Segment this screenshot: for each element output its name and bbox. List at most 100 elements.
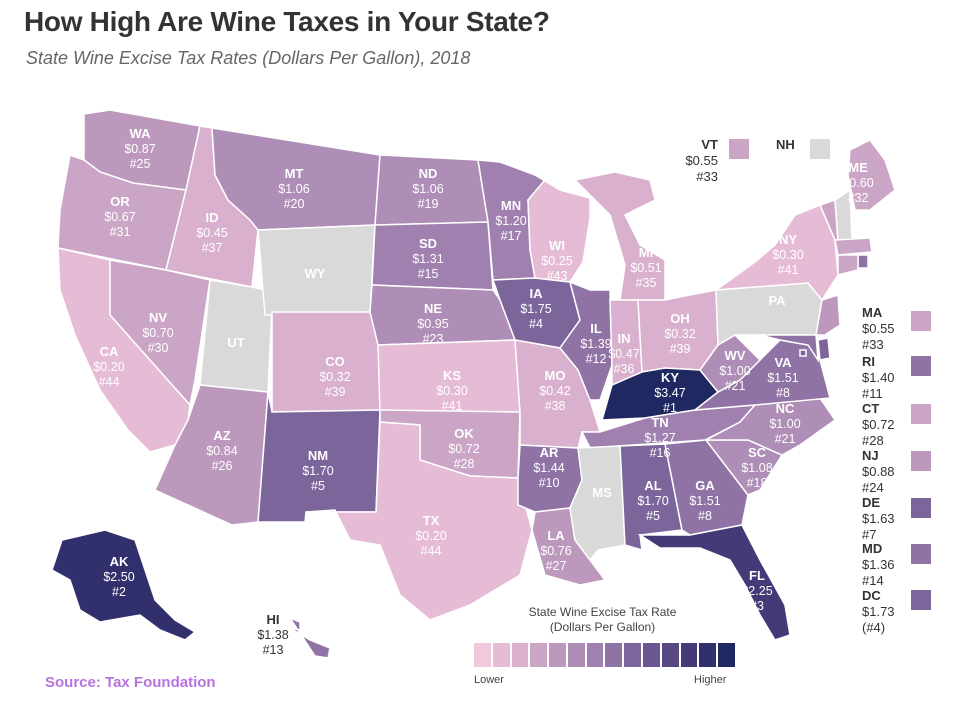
label-sd-abbr: SD bbox=[419, 236, 437, 251]
label-nd-abbr: ND bbox=[419, 166, 438, 181]
label-or-rank: #31 bbox=[110, 225, 131, 239]
legend-low-label: Lower bbox=[474, 674, 504, 686]
label-me-abbr: ME bbox=[848, 160, 868, 175]
label-fl-abbr: FL bbox=[749, 568, 765, 583]
swatch-ri bbox=[911, 356, 931, 376]
state-dc bbox=[799, 349, 807, 357]
label-ia-rank: #4 bbox=[529, 317, 543, 331]
label-il-rate: $1.39 bbox=[580, 337, 611, 351]
label-az-rate: $0.84 bbox=[206, 444, 237, 458]
label-wa-rate: $0.87 bbox=[124, 142, 155, 156]
label-mo-rank: #38 bbox=[545, 399, 566, 413]
label-ny-rank: #41 bbox=[778, 263, 799, 277]
label-sc-abbr: SC bbox=[748, 445, 767, 460]
label-tn-rank: #16 bbox=[650, 446, 671, 460]
label-nc-rank: #21 bbox=[775, 432, 796, 446]
label-ga-rank: #8 bbox=[698, 509, 712, 523]
label-sd-rate: $1.31 bbox=[412, 252, 443, 266]
page-subtitle: State Wine Excise Tax Rates (Dollars Per… bbox=[26, 48, 471, 68]
label-oh-rate: $0.32 bbox=[664, 327, 695, 341]
swatch-nh bbox=[810, 139, 830, 159]
legend-swatch bbox=[699, 643, 717, 667]
label-ne-abbr: NE bbox=[424, 301, 442, 316]
label-in-rank: #36 bbox=[614, 362, 635, 376]
label-ar-rate: $1.44 bbox=[533, 461, 564, 475]
label-oh-abbr: OH bbox=[670, 311, 690, 326]
legend-swatch bbox=[474, 643, 491, 667]
label-oh-rank: #39 bbox=[670, 342, 691, 356]
legend-swatch bbox=[718, 643, 735, 667]
label-hi-rate: $1.38 bbox=[257, 628, 288, 642]
label-va-rank: #8 bbox=[776, 386, 790, 400]
label-nc-abbr: NC bbox=[776, 401, 795, 416]
legend-high-label: Higher bbox=[694, 674, 727, 686]
label-ga-abbr: GA bbox=[695, 478, 715, 493]
callout-de: DE $1.63 #7 bbox=[862, 495, 895, 542]
label-wi-rank: #43 bbox=[547, 269, 568, 283]
callout-md: MD $1.36 #14 bbox=[862, 541, 895, 588]
label-mn-rate: $1.20 bbox=[495, 214, 526, 228]
swatch-nj bbox=[911, 451, 931, 471]
label-or-abbr: OR bbox=[110, 194, 130, 209]
legend-swatch bbox=[530, 643, 548, 667]
state-me bbox=[847, 139, 896, 211]
label-ok-rate: $0.72 bbox=[448, 442, 479, 456]
label-nv-abbr: NV bbox=[149, 310, 167, 325]
label-mo-rate: $0.42 bbox=[539, 384, 570, 398]
label-tn-abbr: TN bbox=[651, 415, 668, 430]
swatch-md bbox=[911, 544, 931, 564]
label-wy-abbr: WY bbox=[305, 266, 326, 281]
label-va-abbr: VA bbox=[774, 355, 792, 370]
label-la-rank: #27 bbox=[546, 559, 567, 573]
legend-swatch bbox=[661, 643, 679, 667]
legend-swatch bbox=[567, 643, 585, 667]
label-wa-abbr: WA bbox=[130, 126, 152, 141]
callout-nj: NJ $0.88 #24 bbox=[862, 448, 895, 495]
label-va-rate: $1.51 bbox=[767, 371, 798, 385]
label-id-rank: #37 bbox=[202, 241, 223, 255]
label-ar-rank: #10 bbox=[539, 476, 560, 490]
callout-dc: DC $1.73 (#4) bbox=[862, 588, 895, 635]
callout-vt: VT $0.55 #33 bbox=[685, 137, 718, 184]
label-fl-rate: $2.25 bbox=[741, 584, 772, 598]
label-ca-abbr: CA bbox=[100, 344, 119, 359]
label-wv-abbr: WV bbox=[725, 348, 746, 363]
label-ak-rank: #2 bbox=[112, 585, 126, 599]
label-nm-abbr: NM bbox=[308, 448, 328, 463]
label-il-abbr: IL bbox=[590, 321, 602, 336]
label-wv-rank: #21 bbox=[725, 379, 746, 393]
label-wv-rate: $1.00 bbox=[719, 364, 750, 378]
label-co-abbr: CO bbox=[325, 354, 345, 369]
label-ia-abbr: IA bbox=[530, 286, 544, 301]
label-ky-rate: $3.47 bbox=[654, 386, 685, 400]
label-me-rank: #32 bbox=[848, 191, 869, 205]
label-co-rate: $0.32 bbox=[319, 370, 350, 384]
legend-swatch bbox=[586, 643, 604, 667]
label-ia-rate: $1.75 bbox=[520, 302, 551, 316]
label-al-rank: #5 bbox=[646, 509, 660, 523]
label-ks-rate: $0.30 bbox=[436, 384, 467, 398]
label-nc-rate: $1.00 bbox=[769, 417, 800, 431]
label-hi-abbr: HI bbox=[267, 612, 280, 627]
legend-swatch bbox=[492, 643, 510, 667]
label-id-rate: $0.45 bbox=[196, 226, 227, 240]
state-ma bbox=[834, 237, 873, 256]
label-mt-rate: $1.06 bbox=[278, 182, 309, 196]
state-il bbox=[559, 280, 613, 401]
callout-ri: RI $1.40 #11 bbox=[862, 354, 895, 401]
label-nd-rank: #19 bbox=[418, 197, 439, 211]
label-az-rank: #26 bbox=[212, 459, 233, 473]
legend-swatch bbox=[605, 643, 623, 667]
label-nm-rank: #5 bbox=[311, 479, 325, 493]
legend-swatch bbox=[680, 643, 698, 667]
state-md bbox=[759, 334, 819, 363]
label-mo-abbr: MO bbox=[545, 368, 566, 383]
state-tx bbox=[305, 421, 533, 621]
label-hi-rank: #13 bbox=[263, 643, 284, 657]
label-ca-rate: $0.20 bbox=[93, 360, 124, 374]
label-ut-abbr: UT bbox=[227, 335, 244, 350]
label-nm-rate: $1.70 bbox=[302, 464, 333, 478]
label-ne-rank: #23 bbox=[423, 332, 444, 346]
label-ok-abbr: OK bbox=[454, 426, 474, 441]
